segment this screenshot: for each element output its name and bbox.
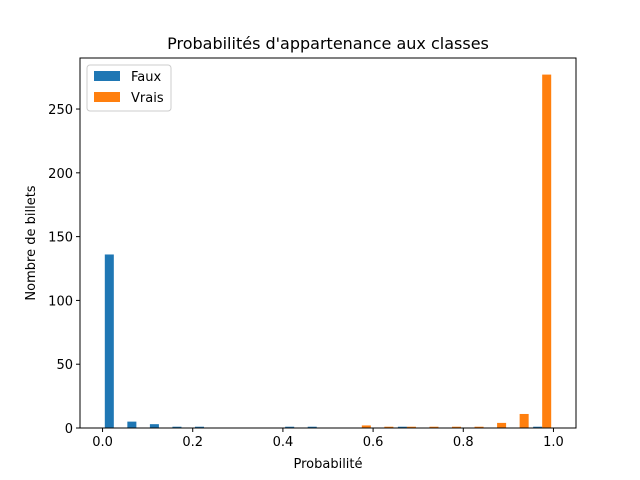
bar-vrais-bin-16 bbox=[474, 426, 484, 428]
y-tick-label: 0 bbox=[65, 422, 73, 437]
legend-swatch-vrais bbox=[94, 92, 120, 102]
x-tick-label: 0.0 bbox=[92, 435, 113, 450]
y-tick-label: 200 bbox=[48, 167, 73, 182]
bar-faux-bin-2 bbox=[149, 424, 159, 428]
bar-vrais-bin-11 bbox=[361, 425, 371, 428]
legend-swatch-faux bbox=[94, 71, 120, 81]
bar-vrais-bin-14 bbox=[429, 426, 439, 428]
legend-label-vrais: Vrais bbox=[131, 91, 164, 106]
x-tick-label: 0.2 bbox=[182, 435, 203, 450]
bar-faux-bin-8 bbox=[285, 426, 295, 428]
bar-vrais-bin-18 bbox=[519, 413, 529, 428]
x-axis-label: Probabilité bbox=[293, 457, 362, 472]
legend: Faux Vrais bbox=[86, 64, 172, 112]
bar-faux-bin-3 bbox=[172, 426, 182, 428]
chart-title: Probabilités d'appartenance aux classes bbox=[167, 34, 489, 53]
bar-faux-bin-13 bbox=[397, 426, 407, 428]
plot-frame bbox=[79, 57, 577, 429]
y-axis-label: Nombre de billets bbox=[24, 185, 39, 300]
x-tick-label: 0.8 bbox=[453, 435, 474, 450]
x-tick-label: 0.4 bbox=[273, 435, 294, 450]
x-axis-ticks: 0.0 0.2 0.4 0.6 0.8 1.0 bbox=[92, 428, 564, 450]
bar-faux-bin-0 bbox=[104, 254, 114, 428]
y-tick-label: 100 bbox=[48, 294, 73, 309]
bars-group bbox=[104, 74, 552, 428]
y-tick-label: 50 bbox=[56, 358, 73, 373]
bar-faux-bin-4 bbox=[194, 426, 204, 428]
y-tick-label: 150 bbox=[48, 231, 73, 246]
bar-vrais-bin-13 bbox=[406, 426, 416, 428]
bar-vrais-bin-17 bbox=[497, 422, 507, 428]
bar-vrais-bin-12 bbox=[384, 426, 394, 428]
bar-faux-bin-9 bbox=[307, 426, 317, 428]
bar-vrais-bin-19 bbox=[542, 74, 552, 428]
legend-label-faux: Faux bbox=[131, 70, 161, 85]
bar-faux-bin-1 bbox=[127, 421, 137, 428]
bar-vrais-bin-15 bbox=[452, 426, 462, 428]
y-tick-label: 250 bbox=[48, 103, 73, 118]
y-axis-ticks: 0 50 100 150 200 250 bbox=[48, 103, 80, 437]
x-tick-label: 0.6 bbox=[363, 435, 384, 450]
x-tick-label: 1.0 bbox=[543, 435, 564, 450]
bar-faux-bin-19 bbox=[533, 426, 543, 428]
